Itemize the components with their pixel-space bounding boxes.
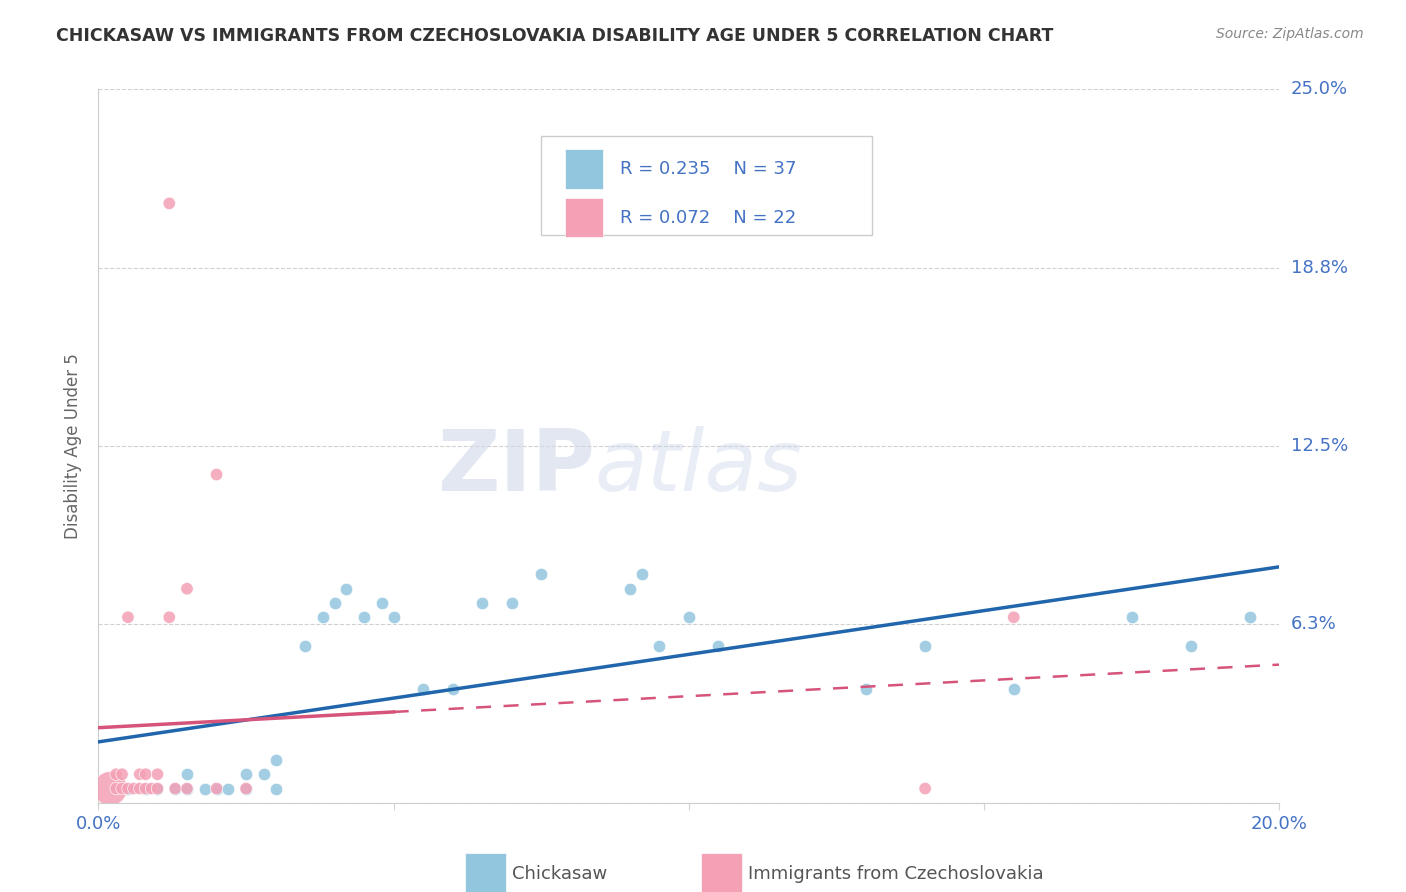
Point [914,781,936,796]
Point [1180,639,1202,653]
Point [914,639,936,653]
Text: Source: ZipAtlas.com: Source: ZipAtlas.com [1216,27,1364,41]
Point [471,596,494,610]
Point [294,639,316,653]
Point [176,781,198,796]
Point [111,767,134,781]
Point [98,781,121,796]
Point [1002,610,1025,624]
Point [128,767,150,781]
Text: ZIP: ZIP [437,425,595,509]
Point [176,767,198,781]
Point [141,781,163,796]
Point [501,596,523,610]
Point [264,781,287,796]
Text: R = 0.235    N = 37: R = 0.235 N = 37 [620,161,797,178]
Point [855,681,877,696]
Text: 12.5%: 12.5% [1291,437,1348,455]
Point [264,753,287,767]
Point [323,596,346,610]
Point [117,781,139,796]
Text: 6.3%: 6.3% [1291,615,1336,633]
Point [678,610,700,624]
Text: atlas: atlas [595,425,803,509]
Text: 18.8%: 18.8% [1291,259,1347,277]
Point [157,610,180,624]
Point [205,781,228,796]
Point [176,781,198,796]
Point [412,681,434,696]
Point [630,567,652,582]
Point [217,781,239,796]
Point [117,610,139,624]
Point [253,767,276,781]
FancyBboxPatch shape [541,136,872,235]
Point [648,639,671,653]
Point [146,781,169,796]
Point [157,196,180,211]
Text: R = 0.072    N = 22: R = 0.072 N = 22 [620,209,797,227]
Point [165,781,187,796]
Point [335,582,357,596]
FancyBboxPatch shape [565,198,603,237]
Point [165,781,187,796]
Point [194,781,217,796]
FancyBboxPatch shape [464,853,506,892]
Point [135,781,157,796]
Point [205,781,228,796]
Text: Immigrants from Czechoslovakia: Immigrants from Czechoslovakia [748,865,1043,883]
Point [1239,610,1261,624]
Point [135,767,157,781]
Point [382,610,405,624]
Point [707,639,730,653]
Point [530,567,553,582]
Point [176,582,198,596]
Point [312,610,335,624]
FancyBboxPatch shape [565,150,603,189]
Point [353,610,375,624]
Point [205,467,228,482]
Point [146,781,169,796]
Point [146,767,169,781]
FancyBboxPatch shape [700,853,742,892]
Point [111,781,134,796]
Point [128,781,150,796]
Point [135,781,157,796]
Y-axis label: Disability Age Under 5: Disability Age Under 5 [65,353,83,539]
Point [1002,681,1025,696]
Point [1121,610,1143,624]
Point [371,596,394,610]
Text: 25.0%: 25.0% [1291,80,1348,98]
Point [619,582,641,596]
Point [105,767,128,781]
Point [122,781,145,796]
Point [235,781,257,796]
Point [441,681,464,696]
Point [105,781,128,796]
Text: CHICKASAW VS IMMIGRANTS FROM CZECHOSLOVAKIA DISABILITY AGE UNDER 5 CORRELATION C: CHICKASAW VS IMMIGRANTS FROM CZECHOSLOVA… [56,27,1053,45]
Point [235,767,257,781]
Text: Chickasaw: Chickasaw [512,865,607,883]
Point [117,781,139,796]
Point [235,781,257,796]
